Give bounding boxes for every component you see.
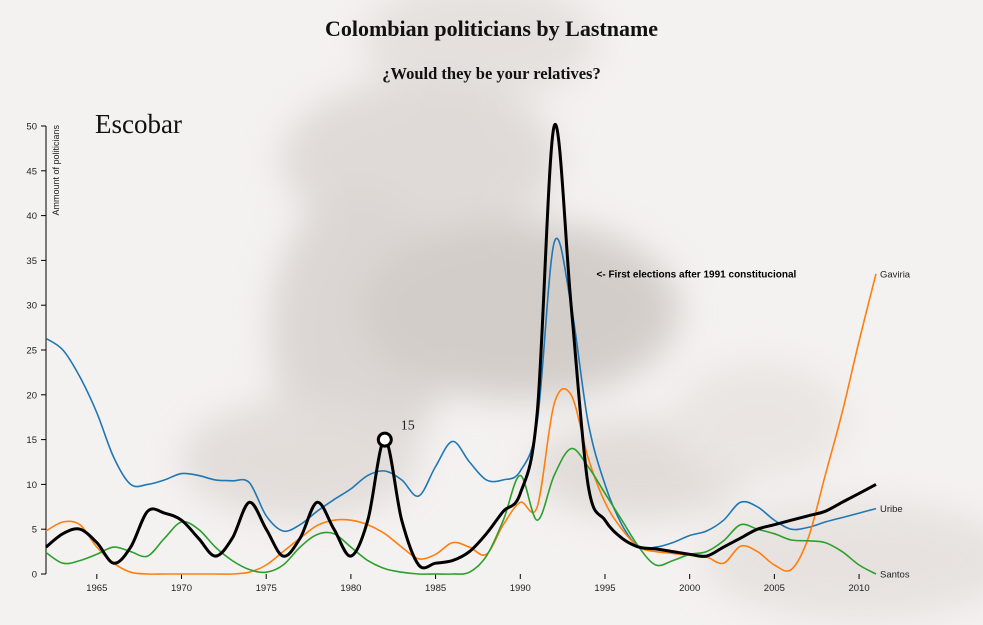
y-tick-label: 45 [26,166,37,177]
x-axis: 1965 1970 1975 1980 1985 1990 1995 2000 2005 2010 [86,574,870,594]
x-tick-label: 2005 [764,583,785,594]
selected-lastname: Escobar [95,109,182,139]
y-tick-label: 20 [26,390,37,401]
series-label-gaviria: Gaviria [880,269,911,280]
series-line-uribe[interactable] [45,237,877,550]
x-tick-label: 2000 [679,583,700,594]
x-tick-label: 2010 [848,583,869,594]
series-label-santos: Santos [880,570,910,581]
series-lines [45,122,877,575]
x-tick-label: 1985 [425,583,446,594]
y-tick-label: 35 [26,256,37,267]
x-tick-label: 1975 [256,583,277,594]
series-label-uribe: Uribe [880,504,903,515]
series-line-gaviria[interactable] [45,273,877,575]
y-tick-label: 15 [26,435,37,446]
x-tick-label: 1990 [510,583,531,594]
x-tick-label: 1970 [171,583,192,594]
y-tick-label: 10 [26,480,37,491]
y-tick-label: 50 [26,122,37,133]
series-line-escobar[interactable] [45,122,877,570]
highlight-value-label: 15 [401,419,415,434]
series-line-santos[interactable] [45,447,877,575]
series-labels: Uribe Gaviria Santos [880,269,911,580]
y-tick-label: 25 [26,346,37,357]
chart-subtitle: ¿Would they be your relatives? [382,64,601,83]
x-tick-label: 1980 [340,583,361,594]
y-tick-label: 40 [26,211,37,222]
x-tick-label: 1995 [594,583,615,594]
highlight-point[interactable] [376,431,393,448]
chart-title: Colombian politicians by Lastname [324,16,659,41]
x-tick-label: 1965 [86,583,107,594]
y-axis-title: Ammount of politicians [51,125,61,216]
y-tick-label: 5 [32,525,37,536]
y-tick-label: 0 [32,570,37,581]
y-axis: 0 5 10 15 20 25 30 35 40 45 50 [26,122,47,581]
y-tick-label: 30 [26,301,37,312]
annotation-first-elections: <- First elections after 1991 constituci… [597,269,797,280]
